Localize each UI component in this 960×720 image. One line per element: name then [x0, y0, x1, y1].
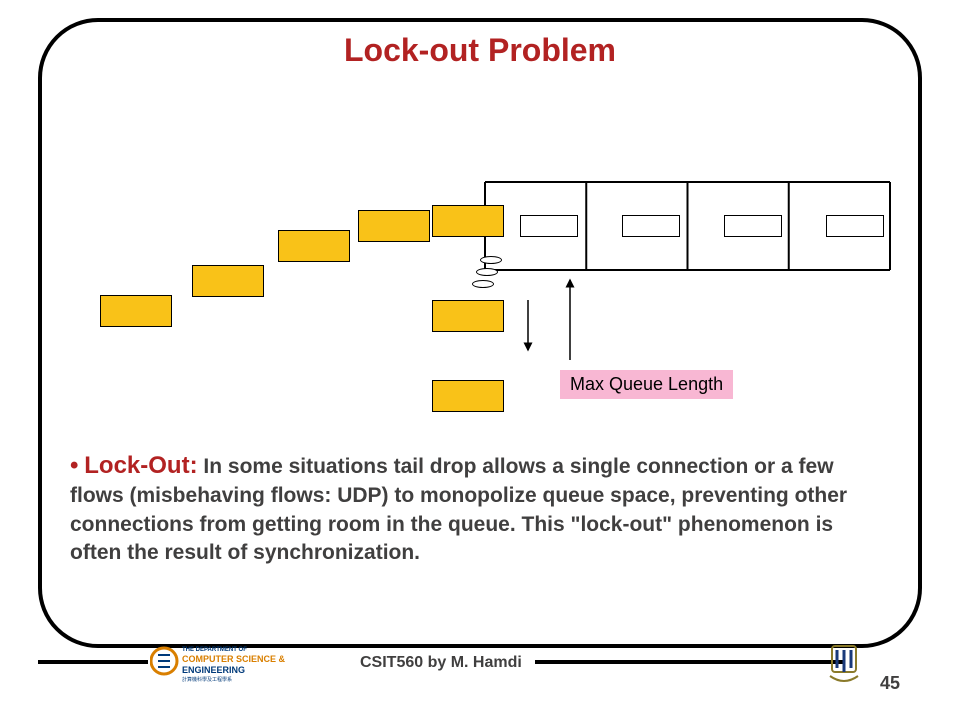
page-number: 45: [880, 673, 900, 694]
queued-packet: [826, 215, 884, 237]
dropped-packet: [432, 300, 504, 332]
drop-trail-ellipse: [472, 280, 494, 288]
max-queue-length-label: Max Queue Length: [560, 370, 733, 399]
footer-line-right: [535, 660, 845, 664]
incoming-packet: [358, 210, 430, 242]
incoming-packet: [192, 265, 264, 297]
drop-trail-ellipse: [480, 256, 502, 264]
incoming-packet: [432, 205, 504, 237]
diagram-svg: [0, 0, 960, 720]
dept-logo: THE DEPARTMENT OF COMPUTER SCIENCE & ENG…: [150, 640, 310, 682]
svg-text:THE DEPARTMENT OF: THE DEPARTMENT OF: [182, 647, 247, 653]
bullet-lead: Lock-Out:: [84, 452, 197, 479]
diagram-area: Max Queue Length: [0, 0, 960, 720]
bullet-marker: •: [70, 452, 78, 479]
body-paragraph: • Lock-Out: In some situations tail drop…: [70, 450, 890, 567]
footer-line-left: [38, 660, 148, 664]
queued-packet: [622, 215, 680, 237]
svg-text:計算機科學及工程學系: 計算機科學及工程學系: [182, 676, 232, 682]
university-logo: [826, 642, 862, 686]
drop-trail-ellipse: [476, 268, 498, 276]
svg-text:ENGINEERING: ENGINEERING: [182, 665, 245, 675]
incoming-packet: [100, 295, 172, 327]
dropped-packet: [432, 380, 504, 412]
incoming-packet: [278, 230, 350, 262]
queued-packet: [520, 215, 578, 237]
footer-text: CSIT560 by M. Hamdi: [360, 654, 522, 672]
svg-text:COMPUTER SCIENCE &: COMPUTER SCIENCE &: [182, 654, 286, 664]
queued-packet: [724, 215, 782, 237]
